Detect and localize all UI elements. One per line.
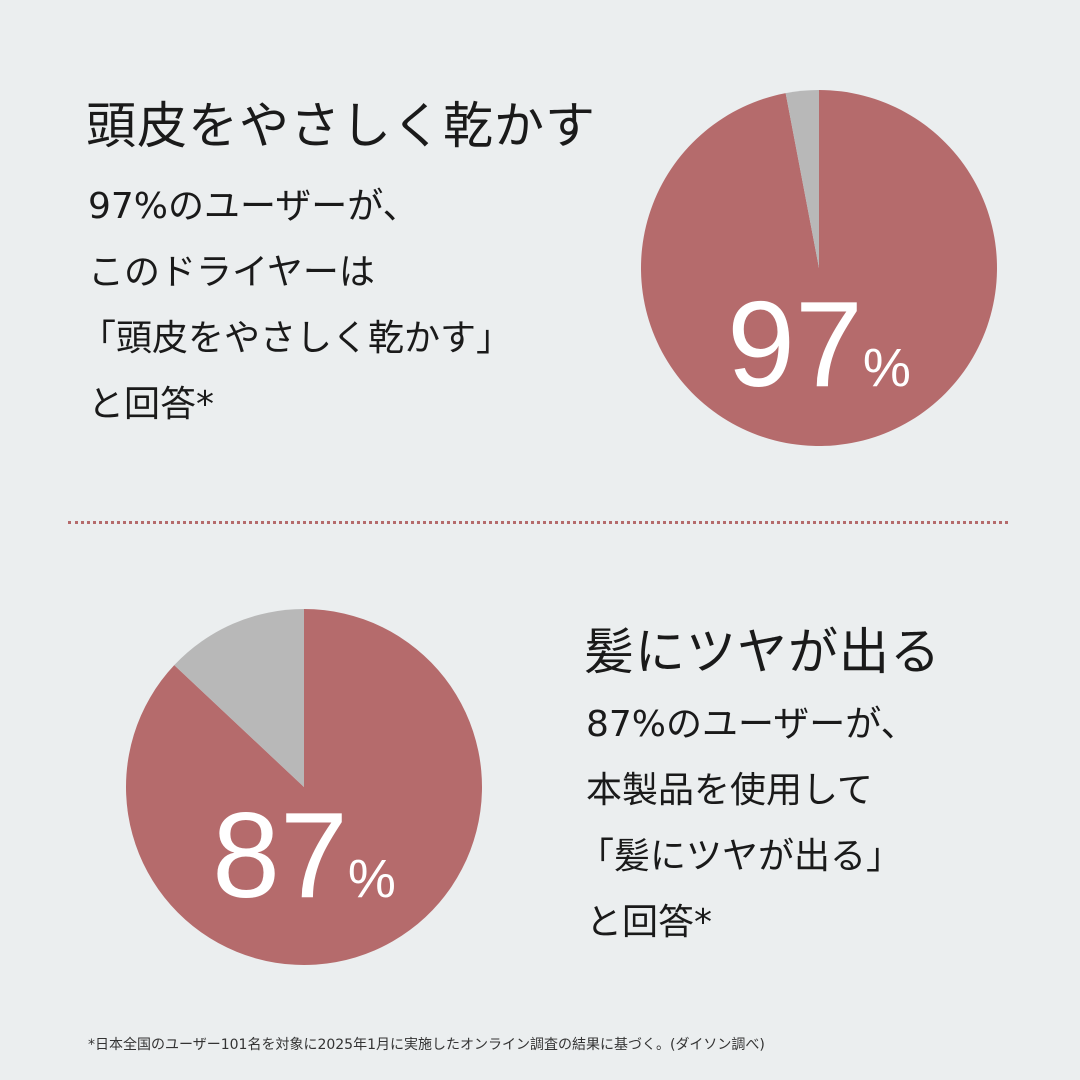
text-line: このドライヤーは: [88, 252, 375, 293]
footnote: *日本全国のユーザー101名を対象に2025年1月に実施したオンライン調査の結果…: [88, 1037, 765, 1053]
text-line: と回答*: [586, 902, 713, 943]
text-line: と回答*: [88, 384, 215, 425]
text-line: 「頭皮をやさしく乾かす」: [80, 318, 513, 359]
text-line: 97%のユーザーが、: [88, 186, 419, 227]
pie-data-label: 97%: [727, 276, 911, 412]
pie-data-label: 87%: [212, 787, 396, 923]
pie-slice-yes: [125, 609, 482, 965]
pie-slice-other: [174, 609, 304, 787]
text-line: 「髪にツヤが出る」: [578, 836, 903, 877]
pie-label-number: 97: [727, 276, 863, 412]
dotted-divider: [68, 521, 1008, 524]
section1-text: 97%のユーザーが、 このドライヤーは 「頭皮をやさしく乾かす」 と回答*: [80, 174, 512, 438]
pie-slice-other: [785, 90, 819, 268]
text-line: 本製品を使用して: [586, 770, 873, 811]
section2-title: 髪にツヤが出る: [584, 623, 941, 681]
text-line: 87%のユーザーが、: [586, 704, 917, 745]
pie-chart-97: 97%: [641, 90, 997, 446]
pie-label-number: 87: [212, 787, 348, 923]
section1-title: 頭皮をやさしく乾かす: [86, 97, 596, 155]
pie-label-unit: %: [863, 338, 911, 398]
section2-text: 87%のユーザーが、 本製品を使用して 「髪にツヤが出る」 と回答*: [578, 692, 917, 956]
pie-chart-87: 87%: [125, 609, 482, 965]
pie-label-unit: %: [348, 849, 396, 909]
